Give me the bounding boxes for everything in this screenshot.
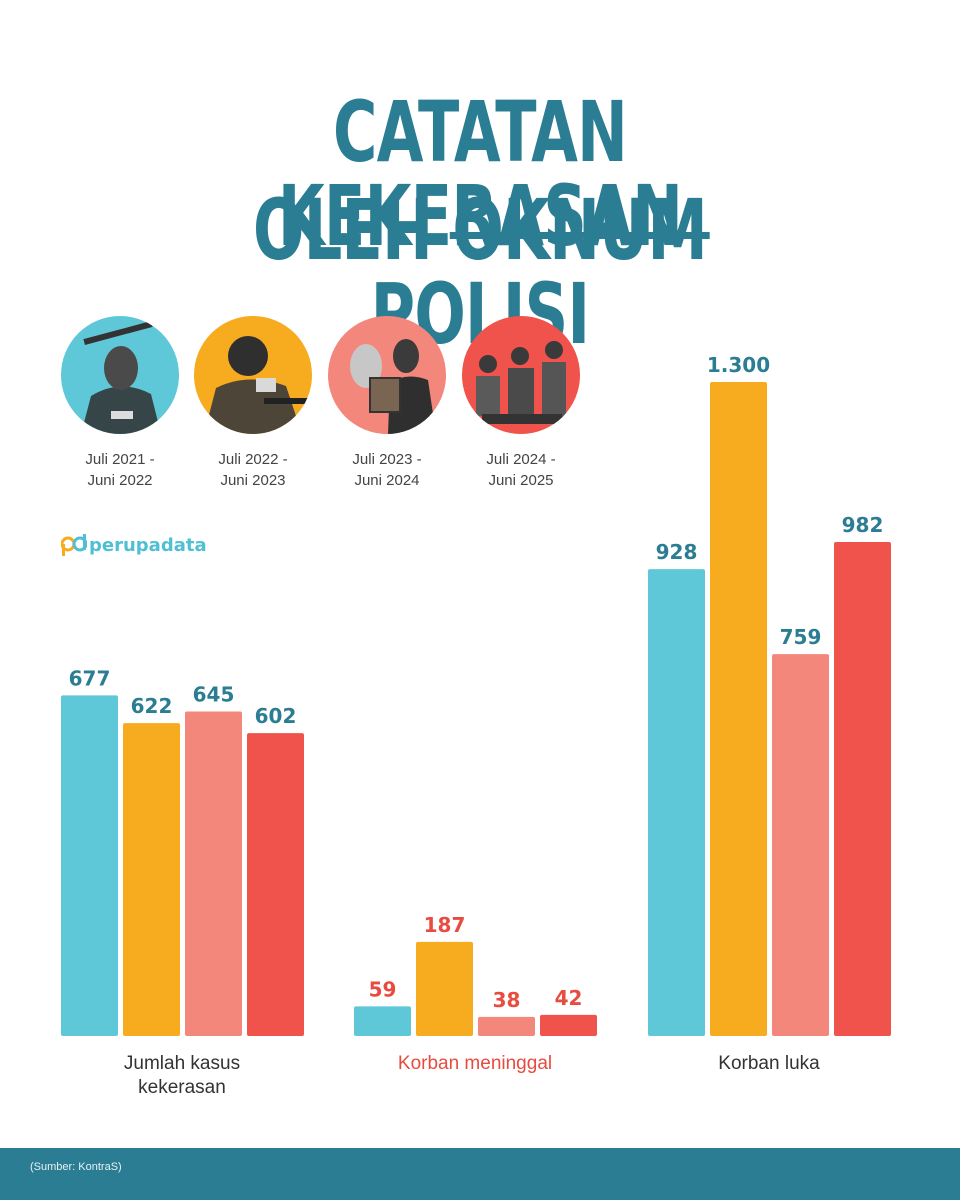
bar-1-2 (123, 723, 180, 1036)
title-strikethrough-word: OKNUM (449, 181, 710, 279)
bar-2-4 (540, 1014, 597, 1036)
bar-2-3 (478, 1016, 535, 1036)
period-label-2: Juli 2022 - Juni 2023 (183, 449, 323, 491)
bar-1-4 (247, 733, 304, 1036)
period-label-1: Juli 2021 - Juni 2022 (50, 449, 190, 491)
bar-3-1 (648, 569, 705, 1036)
period-label-4: Juli 2024 - Juni 2025 (451, 449, 591, 491)
value-label-2-4: 42 (555, 986, 583, 1010)
bar-3-3 (772, 654, 829, 1036)
period-4-line1: Juli 2024 - (486, 451, 556, 468)
period-1-line2: Juni 2022 (87, 472, 153, 489)
value-label-3-2: 1.300 (707, 353, 770, 377)
category-1-line2: kekerasan (138, 1077, 226, 1098)
value-label-1-3: 645 (193, 683, 235, 707)
value-label-3-3: 759 (780, 625, 822, 649)
logo-text: perupadata (89, 534, 207, 556)
bar-2-1 (354, 1006, 411, 1036)
category-label-1: Jumlah kasus kekerasan (60, 1052, 304, 1100)
value-label-2-1: 59 (369, 977, 397, 1001)
category-2-line1: Korban meninggal (397, 1053, 553, 1074)
category-3-line1: Korban luka (718, 1053, 820, 1074)
brand-logo: perupadata (61, 534, 207, 556)
logo-mark-icon (61, 534, 87, 556)
period-photo-1 (61, 316, 179, 434)
bar-1-3 (185, 711, 242, 1036)
bar-3-2 (710, 382, 767, 1036)
period-3-line1: Juli 2023 - (352, 451, 422, 468)
period-3-line2: Juni 2024 (354, 472, 420, 489)
category-label-3: Korban luka (647, 1052, 891, 1076)
footer-bar (0, 1148, 960, 1200)
value-label-1-1: 677 (69, 666, 111, 690)
period-4-line2: Juni 2025 (488, 472, 554, 489)
value-label-1-2: 622 (131, 694, 173, 718)
category-label-2: Korban meninggal (353, 1052, 597, 1076)
period-photo-2 (194, 316, 312, 434)
period-photo-3 (328, 316, 446, 434)
title-prefix: OLEH (253, 181, 433, 279)
period-2-line1: Juli 2022 - (218, 451, 288, 468)
source-note: (Sumber: KontraS) (30, 1161, 122, 1173)
value-label-2-3: 38 (493, 988, 521, 1012)
value-label-1-4: 602 (255, 704, 297, 728)
category-1-line1: Jumlah kasus (123, 1053, 241, 1074)
value-label-2-2: 187 (424, 913, 466, 937)
period-1-line1: Juli 2021 - (85, 451, 155, 468)
period-photo-4 (462, 316, 580, 434)
chart-title-line1: CATATAN KEKERASAN (134, 90, 825, 258)
value-label-3-1: 928 (656, 540, 698, 564)
value-label-3-4: 982 (842, 513, 884, 537)
bar-1-1 (61, 695, 118, 1036)
bar-chart: 677 622 645 602 59 187 38 42 928 1.300 759 982 (61, 353, 891, 1036)
bar-2-2 (416, 941, 473, 1036)
title-line1-text: CATATAN KEKERASAN (277, 83, 683, 265)
period-2-line2: Juni 2023 (220, 472, 286, 489)
bar-3-4 (834, 541, 891, 1036)
period-label-3: Juli 2023 - Juni 2024 (317, 449, 457, 491)
